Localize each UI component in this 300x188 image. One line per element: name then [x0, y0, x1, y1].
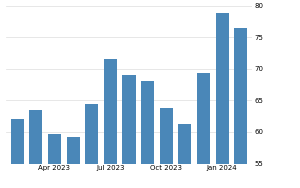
- Bar: [178, 124, 191, 188]
- Bar: [234, 28, 247, 188]
- Bar: [48, 134, 61, 188]
- Bar: [11, 119, 24, 188]
- Bar: [85, 104, 98, 188]
- Bar: [67, 137, 80, 188]
- Bar: [160, 108, 173, 188]
- Bar: [122, 75, 136, 188]
- Bar: [216, 13, 229, 188]
- Bar: [141, 81, 154, 188]
- Bar: [197, 73, 210, 188]
- Bar: [29, 110, 42, 188]
- Bar: [104, 59, 117, 188]
